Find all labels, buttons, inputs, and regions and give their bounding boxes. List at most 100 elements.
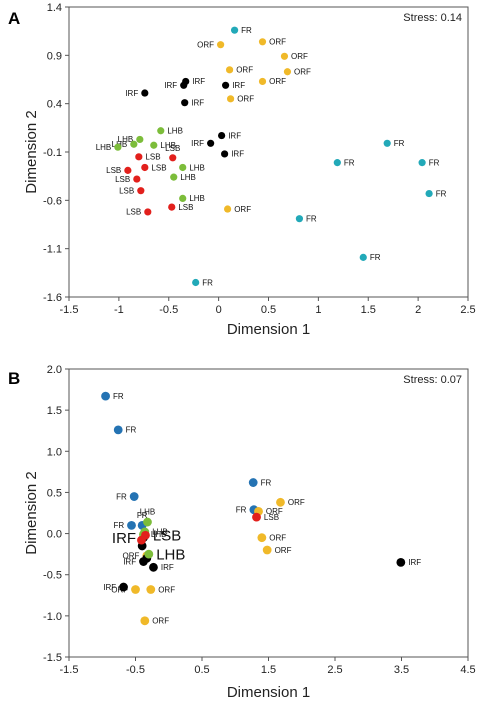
point-label: IRF	[164, 81, 177, 90]
point-label: IRF	[125, 89, 138, 98]
data-point	[141, 89, 149, 97]
data-point	[149, 562, 158, 572]
data-point	[130, 140, 138, 148]
series-irf: IRF IRF IRF IRF IRF IRF IRF IRF	[125, 77, 245, 159]
x-tick-label: 1.5	[361, 304, 376, 316]
point-label: IRF	[103, 583, 116, 592]
data-point	[141, 163, 149, 172]
data-point	[179, 194, 187, 202]
data-point	[169, 154, 177, 162]
point-label: ORF	[197, 41, 214, 50]
point-label: IRF	[231, 150, 244, 159]
x-axis-label: Dimension 1	[227, 684, 310, 701]
point-label: LSB	[151, 163, 166, 172]
data-point	[258, 38, 267, 46]
point-label: ORF	[152, 617, 169, 626]
data-point	[225, 66, 234, 74]
point-label: IRF	[161, 563, 174, 572]
data-point	[150, 141, 158, 149]
data-point	[226, 95, 235, 103]
x-tick-label: 2.5	[327, 664, 342, 676]
series-lsb: LSB LSB	[137, 512, 279, 545]
series-fr: FR FR FR FR FR FR FR FR	[192, 26, 447, 287]
data-point	[224, 205, 232, 213]
panel-label: A	[8, 9, 20, 28]
data-point	[143, 517, 152, 527]
x-tick-label: -0.5	[159, 304, 178, 316]
point-label: LSB	[106, 166, 121, 175]
data-point	[218, 131, 226, 140]
data-point	[168, 203, 176, 211]
point-label: ORF	[236, 66, 253, 75]
data-point	[222, 81, 230, 89]
data-point	[137, 535, 146, 545]
data-point	[129, 492, 139, 501]
y-tick-label: -1.1	[43, 244, 62, 256]
y-tick-label: 2.0	[47, 364, 62, 376]
point-label: LSB	[178, 203, 193, 212]
data-point	[257, 533, 267, 543]
point-label: LHB	[160, 141, 176, 150]
data-point	[144, 208, 152, 216]
point-label: LHB	[180, 173, 196, 182]
x-tick-label: 0.5	[261, 304, 276, 316]
point-label: IRF	[191, 99, 204, 108]
x-tick-label: 0.5	[194, 664, 209, 676]
point-label: LHB	[151, 530, 167, 539]
point-label: ORF	[291, 52, 308, 61]
data-point	[248, 478, 258, 487]
series-orf: ORF ORF ORF ORF ORF ORF ORF ORF	[111, 497, 305, 626]
point-label: ORF	[111, 585, 128, 594]
point-label: FR	[113, 392, 124, 401]
point-label: LHB	[118, 135, 134, 144]
point-label: ORF	[269, 38, 286, 47]
data-point	[396, 557, 406, 567]
x-tick-label: 2.5	[460, 304, 475, 316]
y-tick-label: -1.0	[43, 611, 62, 623]
x-tick-label: -1.5	[60, 664, 79, 676]
point-label: IRF	[123, 557, 136, 566]
point-label: ORF	[158, 585, 175, 594]
data-point	[135, 153, 143, 161]
point-label: LSB	[145, 153, 160, 162]
x-axis-label: Dimension 1	[227, 321, 310, 338]
point-label: LSB	[119, 186, 134, 195]
y-tick-label: 1.0	[47, 446, 62, 458]
point-label: ORF	[266, 507, 283, 516]
data-point	[119, 582, 128, 592]
data-point	[221, 150, 229, 158]
data-point	[127, 520, 136, 530]
point-label: LHB	[167, 127, 183, 136]
plot-frame	[68, 6, 469, 298]
y-tick-label: -0.5	[43, 570, 62, 582]
data-point	[359, 253, 367, 261]
point-label: LSB	[264, 513, 279, 522]
data-point	[295, 215, 304, 223]
data-point	[179, 163, 187, 172]
y-tick-label: 0.9	[47, 50, 62, 62]
data-point	[425, 189, 433, 198]
data-point	[192, 278, 200, 287]
x-tick-label: -1	[114, 304, 124, 316]
y-tick-label: -0.6	[43, 195, 62, 207]
point-label: IRF	[192, 77, 205, 86]
point-label: ORF	[269, 77, 286, 86]
point-label: FR	[137, 511, 148, 520]
y-tick-label: 1.5	[47, 405, 62, 417]
point-label: LHB	[189, 194, 205, 203]
point-label: ORF	[275, 546, 292, 555]
series-fr: FR FR FR FR FR FR FR	[101, 391, 271, 530]
data-point	[181, 99, 189, 107]
panel-b: -1.5 -0.5 0.5 1.5 2.5 3.5 4.5 2.0 1.5 1.0 0.5 0.0 -0…	[8, 364, 476, 701]
point-label: FR	[344, 158, 355, 167]
data-point	[383, 139, 391, 147]
series-lhb: LHBLHBLHBLHBLHBLHBLHBLHB	[96, 127, 205, 204]
data-point	[333, 159, 341, 167]
data-point	[217, 41, 225, 49]
data-point	[101, 391, 110, 401]
point-label: ORF	[237, 95, 254, 104]
point-label: FR	[306, 215, 317, 224]
x-tick-label: 3.5	[394, 664, 409, 676]
